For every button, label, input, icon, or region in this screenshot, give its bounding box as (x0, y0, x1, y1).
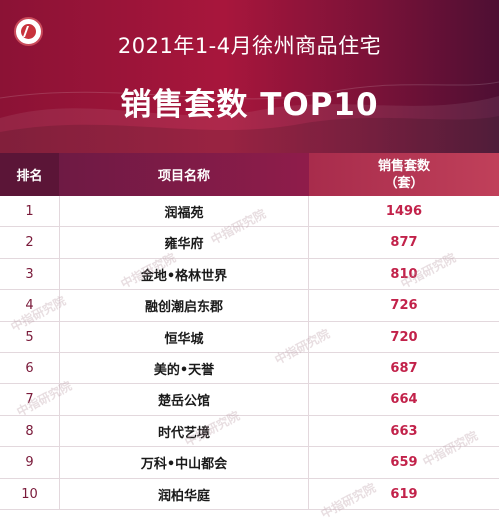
column-header-rank: 排名 (0, 153, 59, 196)
rank-cell: 5 (25, 329, 34, 345)
sales-cell: 877 (390, 235, 418, 251)
sales-cell: 687 (390, 360, 418, 376)
report-header: 2021年1-4月徐州商品住宅 销售套数 TOP10 (0, 0, 499, 153)
rank-cell: 2 (25, 235, 34, 251)
rank-cell: 6 (25, 360, 34, 376)
column-header-sales-unit: （套） (384, 175, 424, 191)
table-row: 6 美的•天誉 687 (0, 352, 499, 385)
column-header-project-name: 项目名称 (59, 153, 309, 196)
sales-cell: 664 (390, 392, 418, 408)
sales-cell: 663 (390, 423, 418, 439)
table-row: 5 恒华城 720 (0, 321, 499, 353)
project-name-cell: 润柏华庭 (59, 478, 309, 510)
rank-cell: 9 (25, 455, 34, 471)
table-row: 1 润福苑 1496 (0, 196, 499, 228)
table-body: 1 润福苑 1496 2 雍华府 877 3 金地•格林世界 810 4 融创潮… (0, 196, 499, 510)
rank-cell: 1 (25, 204, 34, 219)
sales-cell: 810 (390, 266, 418, 282)
project-name-cell: 楚岳公馆 (59, 384, 309, 416)
sales-cell: 619 (390, 486, 418, 502)
table-row: 9 万科•中山都会 659 (0, 447, 499, 479)
rank-cell: 7 (25, 392, 34, 408)
table-row: 7 楚岳公馆 664 (0, 384, 499, 416)
project-name-cell: 恒华城 (59, 321, 309, 353)
report-subtitle: 2021年1-4月徐州商品住宅 (117, 34, 382, 58)
table-row: 3 金地•格林世界 810 (0, 258, 499, 291)
logo-icon (14, 17, 43, 46)
project-name-cell: 融创潮启东郡 (59, 290, 309, 322)
sales-cell: 659 (390, 455, 418, 471)
project-name-cell: 雍华府 (59, 227, 309, 259)
rank-cell: 8 (25, 423, 34, 439)
project-name-cell: 美的•天誉 (59, 352, 309, 384)
table-row: 2 雍华府 877 (0, 227, 499, 259)
sales-cell: 726 (390, 298, 418, 314)
column-header-sales: 销售套数 （套） (309, 153, 499, 196)
project-name-cell: 金地•格林世界 (59, 258, 309, 290)
table-row: 4 融创潮启东郡 726 (0, 290, 499, 322)
sales-cell: 1496 (385, 204, 423, 219)
table-row: 8 时代艺境 663 (0, 415, 499, 448)
sales-cell: 720 (390, 329, 418, 345)
project-name-cell: 时代艺境 (59, 415, 309, 447)
project-name-cell: 润福苑 (59, 196, 309, 227)
header-wave-decoration (0, 81, 499, 153)
project-name-cell: 万科•中山都会 (59, 447, 309, 479)
report-title: 销售套数 TOP10 (120, 87, 379, 123)
rank-cell: 4 (25, 298, 34, 314)
table-header: 排名 项目名称 销售套数 （套） (0, 153, 499, 196)
column-header-sales-label: 销售套数 (377, 158, 430, 174)
rank-cell: 3 (25, 266, 34, 282)
rank-cell: 10 (21, 486, 38, 502)
table-row: 10 润柏华庭 619 (0, 478, 499, 510)
